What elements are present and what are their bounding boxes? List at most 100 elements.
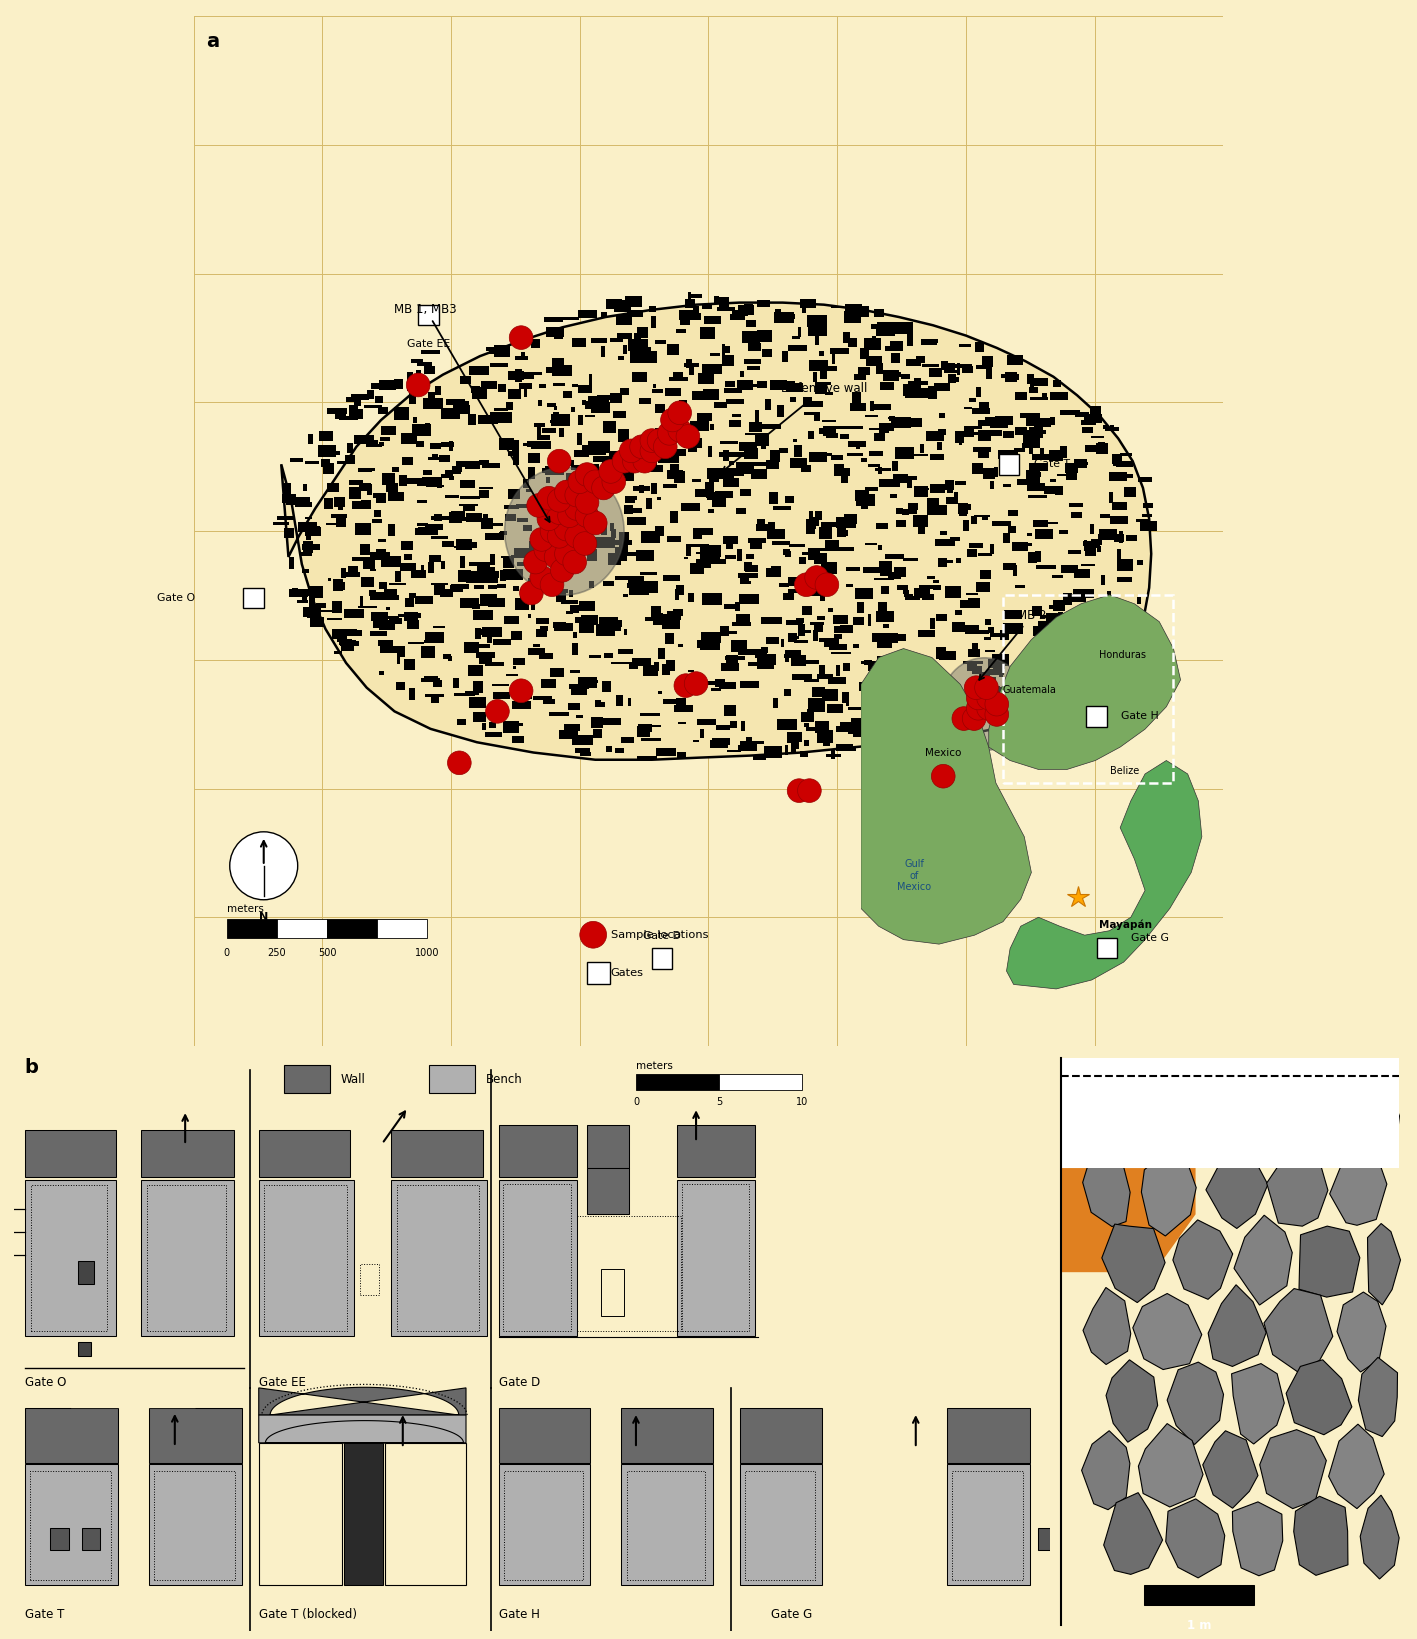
Bar — [578, 385, 592, 393]
Bar — [727, 398, 744, 403]
Bar — [327, 618, 341, 620]
Bar — [380, 443, 384, 446]
Bar — [686, 544, 691, 556]
Bar — [828, 608, 833, 611]
Bar — [482, 629, 485, 634]
Bar — [907, 480, 911, 488]
Bar — [463, 505, 475, 511]
Bar — [394, 379, 404, 390]
Circle shape — [612, 449, 636, 474]
Bar — [973, 447, 992, 452]
Bar — [1083, 462, 1088, 465]
Bar — [490, 364, 507, 367]
Circle shape — [575, 503, 599, 528]
Bar — [571, 465, 591, 470]
Bar — [927, 577, 935, 580]
Bar — [656, 405, 665, 413]
Bar — [1002, 374, 1019, 379]
Circle shape — [599, 459, 622, 484]
Bar — [489, 349, 499, 354]
Bar — [456, 539, 472, 551]
Bar — [888, 572, 901, 580]
Bar — [1117, 610, 1132, 618]
Bar — [964, 406, 972, 410]
Bar — [745, 1472, 815, 1580]
Bar — [1003, 533, 1010, 543]
Polygon shape — [1083, 1154, 1131, 1226]
Bar — [459, 480, 475, 487]
Bar — [952, 1472, 1023, 1580]
Bar — [591, 716, 602, 728]
Bar — [615, 575, 631, 580]
Text: meters: meters — [227, 905, 264, 915]
Bar — [540, 626, 548, 631]
Bar — [357, 629, 363, 636]
Bar — [529, 615, 531, 618]
Bar — [832, 456, 843, 461]
Bar — [597, 477, 615, 484]
Bar — [733, 415, 741, 416]
Bar — [646, 351, 656, 364]
Bar — [589, 374, 592, 387]
Bar — [455, 693, 475, 695]
Bar — [388, 524, 395, 536]
Bar — [479, 565, 489, 570]
Bar — [986, 369, 992, 379]
Bar — [1015, 392, 1027, 400]
Bar — [333, 629, 347, 639]
Bar — [650, 484, 657, 493]
Bar — [500, 570, 506, 580]
Bar — [1050, 479, 1056, 482]
Bar — [740, 1408, 822, 1464]
Bar — [922, 593, 934, 600]
Bar — [408, 641, 424, 644]
Bar — [771, 565, 781, 577]
Bar — [388, 492, 404, 502]
Bar — [424, 470, 432, 475]
Bar — [903, 736, 918, 739]
Bar — [711, 497, 726, 506]
Bar — [324, 498, 333, 510]
Bar — [707, 467, 726, 479]
Bar — [1036, 551, 1041, 562]
Bar — [472, 387, 487, 398]
Bar — [572, 736, 592, 746]
Bar — [724, 705, 735, 716]
Bar — [891, 372, 901, 377]
Polygon shape — [1360, 1495, 1399, 1578]
Bar — [639, 580, 659, 593]
Bar — [363, 557, 376, 569]
Bar — [852, 392, 862, 403]
Bar — [509, 488, 520, 498]
Bar — [972, 667, 982, 674]
Bar — [874, 577, 894, 580]
Bar — [434, 626, 445, 628]
Bar — [452, 465, 462, 472]
Bar — [839, 723, 859, 729]
Bar — [509, 370, 524, 380]
Bar — [625, 505, 633, 513]
Bar — [846, 567, 860, 572]
Bar — [964, 503, 971, 510]
Bar — [431, 516, 451, 520]
Bar — [663, 446, 669, 454]
Bar — [353, 502, 370, 510]
Bar — [965, 624, 979, 634]
Bar — [305, 526, 320, 536]
Bar — [526, 692, 533, 698]
Bar — [639, 485, 645, 493]
Bar — [714, 295, 718, 305]
Bar — [955, 610, 962, 615]
Bar — [489, 721, 496, 728]
Bar — [856, 721, 866, 733]
Bar — [918, 629, 935, 636]
Bar — [710, 352, 720, 356]
Bar — [937, 615, 947, 621]
Ellipse shape — [504, 467, 623, 595]
Bar — [726, 380, 735, 387]
Bar — [547, 403, 555, 408]
Bar — [825, 452, 832, 456]
Polygon shape — [1264, 1288, 1333, 1372]
Bar — [854, 374, 866, 380]
Bar — [537, 425, 541, 434]
